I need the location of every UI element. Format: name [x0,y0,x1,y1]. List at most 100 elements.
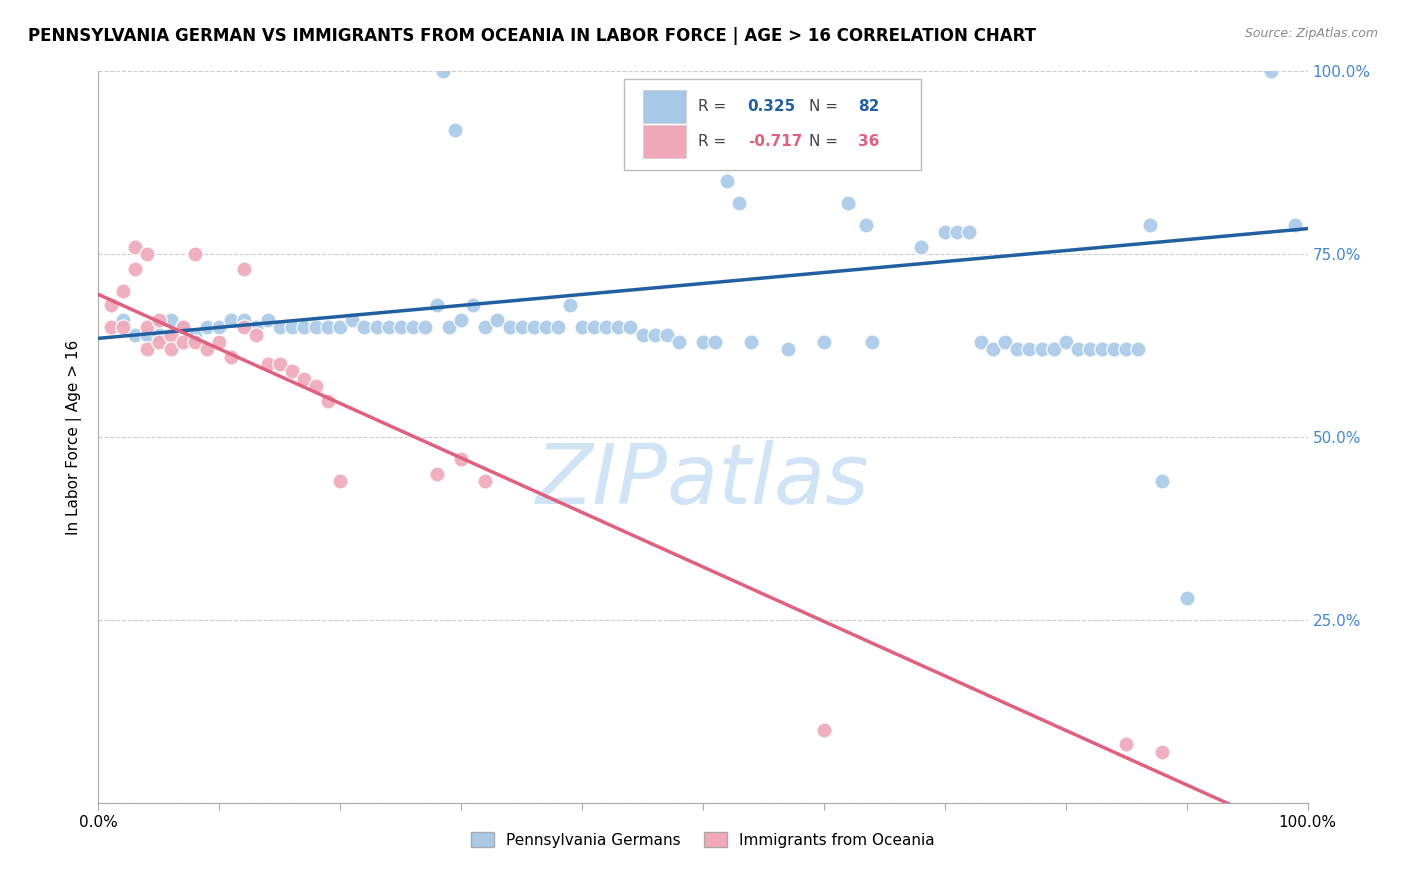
Point [232,313,254,327]
Point [172,320,194,334]
Point [148,327,170,342]
Y-axis label: In Labor Force | Age > 16: In Labor Force | Age > 16 [66,340,83,534]
Point [232,320,254,334]
Point [160,343,183,357]
Point [740,334,762,349]
Text: N =: N = [810,99,844,114]
Point [111,320,134,334]
Point [860,334,883,349]
Point [692,334,714,349]
Point [316,393,339,408]
Point [208,334,231,349]
Point [510,320,533,334]
Point [353,320,375,334]
Point [1260,64,1282,78]
Point [644,327,666,342]
Point [704,334,727,349]
Point [957,225,980,239]
Point [631,327,654,342]
Point [1152,745,1174,759]
Point [195,320,218,334]
Point [292,320,315,334]
Point [124,327,146,342]
Point [474,320,496,334]
Point [523,320,546,334]
Point [1067,343,1090,357]
Point [413,320,436,334]
Point [547,320,569,334]
Point [100,320,122,334]
Text: ZIPatlas: ZIPatlas [536,441,870,522]
Point [329,474,352,488]
Point [124,240,146,254]
Point [776,343,799,357]
Point [432,64,454,78]
Point [245,320,267,334]
Point [245,327,267,342]
Point [813,723,835,737]
Point [728,196,751,211]
FancyBboxPatch shape [643,90,686,122]
Text: R =: R = [699,134,731,149]
Point [1054,334,1077,349]
Point [1042,343,1064,357]
Text: Source: ZipAtlas.com: Source: ZipAtlas.com [1244,27,1378,40]
Point [172,334,194,349]
Point [208,320,231,334]
Point [444,123,467,137]
Point [135,343,157,357]
Point [377,320,399,334]
Point [1284,218,1306,232]
Point [1078,343,1101,357]
Legend: Pennsylvania Germans, Immigrants from Oceania: Pennsylvania Germans, Immigrants from Oc… [465,825,941,854]
Text: N =: N = [810,134,844,149]
Point [184,247,207,261]
Point [910,240,932,254]
Point [160,313,183,327]
Point [619,320,641,334]
Point [1128,343,1150,357]
Point [135,247,157,261]
Point [426,298,449,312]
Point [111,284,134,298]
Point [607,320,630,334]
Text: 0.325: 0.325 [748,99,796,114]
Point [305,320,328,334]
Point [583,320,606,334]
Point [281,364,304,378]
Point [184,327,207,342]
Point [316,320,339,334]
Point [160,327,183,342]
Point [366,320,388,334]
Point [934,225,956,239]
Point [1031,343,1053,357]
FancyBboxPatch shape [624,78,921,170]
Point [184,334,207,349]
Point [813,334,835,349]
Point [256,357,278,371]
Point [946,225,969,239]
Point [981,343,1004,357]
Point [716,174,738,188]
Point [1091,343,1114,357]
Text: 82: 82 [858,99,879,114]
Point [450,313,472,327]
Point [994,334,1017,349]
Point [655,327,678,342]
Point [498,320,520,334]
Point [1018,343,1040,357]
Point [595,320,617,334]
Point [437,320,460,334]
Point [1115,343,1137,357]
Point [281,320,304,334]
Point [463,298,485,312]
Point [195,343,218,357]
Point [1152,474,1174,488]
Point [668,334,690,349]
Text: 36: 36 [858,134,879,149]
Point [558,298,581,312]
Point [269,320,291,334]
Point [329,320,352,334]
Point [256,313,278,327]
Point [172,320,194,334]
